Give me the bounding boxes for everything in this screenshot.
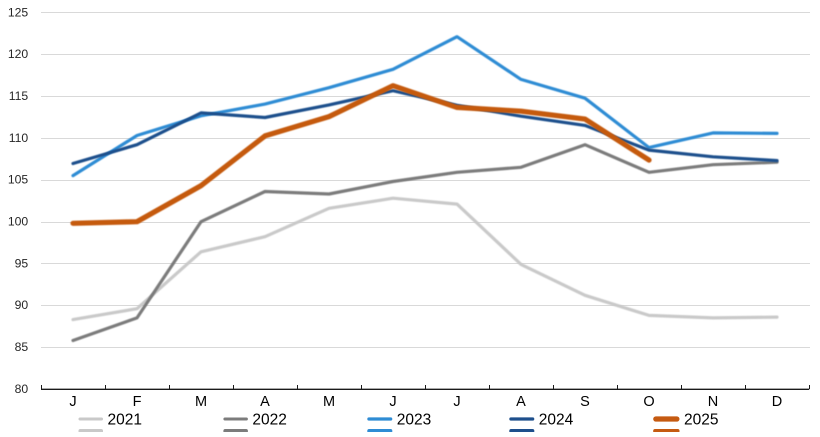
svg-text:80: 80 (15, 382, 29, 396)
svg-text:2023: 2023 (397, 411, 431, 428)
svg-text:J: J (453, 394, 460, 410)
svg-text:J: J (389, 394, 396, 410)
svg-text:F: F (133, 394, 142, 410)
svg-text:2021: 2021 (108, 411, 142, 428)
svg-text:D: D (772, 394, 782, 410)
svg-text:120: 120 (8, 47, 29, 61)
svg-text:125: 125 (8, 5, 29, 19)
svg-text:2022: 2022 (252, 411, 286, 428)
svg-text:100: 100 (8, 215, 29, 229)
svg-text:A: A (516, 394, 526, 410)
svg-text:S: S (580, 394, 590, 410)
svg-text:M: M (323, 394, 335, 410)
svg-text:90: 90 (15, 298, 29, 312)
svg-text:M: M (195, 394, 207, 410)
svg-text:85: 85 (15, 340, 29, 354)
svg-text:105: 105 (8, 173, 29, 187)
svg-text:2024: 2024 (539, 411, 574, 428)
svg-text:A: A (260, 394, 270, 410)
svg-text:2025: 2025 (684, 411, 718, 428)
svg-text:110: 110 (9, 131, 29, 145)
svg-text:95: 95 (15, 256, 29, 270)
svg-text:O: O (643, 394, 654, 410)
svg-text:J: J (69, 394, 76, 410)
svg-text:115: 115 (9, 89, 29, 103)
svg-text:N: N (708, 394, 718, 410)
